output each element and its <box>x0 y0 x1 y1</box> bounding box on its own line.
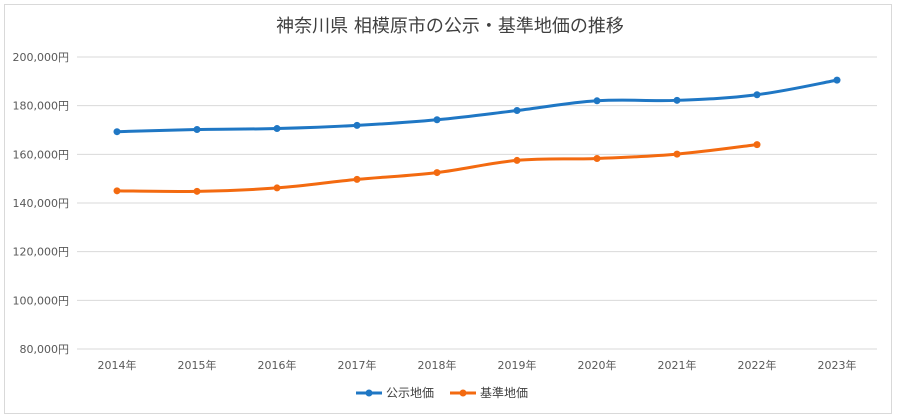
data-point <box>753 91 761 99</box>
y-tick-label: 100,000円 <box>13 294 70 307</box>
x-tick-label: 2023年 <box>818 358 857 372</box>
x-tick-label: 2014年 <box>98 358 137 372</box>
series-line-1 <box>116 78 838 134</box>
legend-marker <box>459 389 467 397</box>
y-axis-ticks: 80,000円 100,000円 120,000円 140,000円 160,000円 1… <box>13 51 70 356</box>
data-point <box>193 126 201 134</box>
x-tick-label: 2022年 <box>738 358 777 372</box>
series-line-2 <box>116 143 758 193</box>
y-tick-label: 180,000円 <box>13 100 70 113</box>
chart-title: 神奈川県 相模原市の公示・基準地価の推移 <box>276 16 624 37</box>
data-point <box>593 97 601 105</box>
legend-marker <box>365 389 373 397</box>
data-point <box>273 125 281 133</box>
data-point <box>353 175 361 183</box>
y-tick-label: 140,000円 <box>13 197 70 210</box>
gridlines <box>77 56 877 350</box>
y-tick-label: 80,000円 <box>20 343 70 356</box>
x-tick-label: 2017年 <box>338 358 377 372</box>
data-point <box>673 96 681 104</box>
x-tick-label: 2018年 <box>418 358 457 372</box>
data-point <box>433 116 441 124</box>
x-axis-ticks: 2014年 2015年 2016年 2017年 2018年 2019年 2020年 2021年… <box>98 358 857 372</box>
data-point <box>593 154 601 162</box>
x-tick-label: 2020年 <box>578 358 617 372</box>
data-point <box>113 128 121 136</box>
y-tick-label: 200,000円 <box>13 51 70 64</box>
data-point <box>273 184 281 192</box>
x-tick-label: 2016年 <box>258 358 297 372</box>
data-point <box>753 141 761 149</box>
data-point <box>833 76 841 84</box>
data-point <box>673 150 681 158</box>
y-tick-label: 160,000円 <box>13 148 70 161</box>
y-tick-label: 120,000円 <box>13 246 70 259</box>
chart-frame <box>4 4 892 414</box>
legend-label: 基準地価 <box>480 385 528 400</box>
data-point <box>113 187 121 195</box>
data-point <box>193 187 201 195</box>
series-lines <box>113 76 841 195</box>
legend: 公示地価 基準地価 <box>356 385 528 400</box>
x-tick-label: 2021年 <box>658 358 697 372</box>
x-tick-label: 2019年 <box>498 358 537 372</box>
data-point <box>513 107 521 115</box>
data-point <box>433 169 441 177</box>
data-point <box>513 156 521 164</box>
x-tick-label: 2015年 <box>178 358 217 372</box>
legend-label: 公示地価 <box>386 386 434 400</box>
data-point <box>353 121 361 129</box>
